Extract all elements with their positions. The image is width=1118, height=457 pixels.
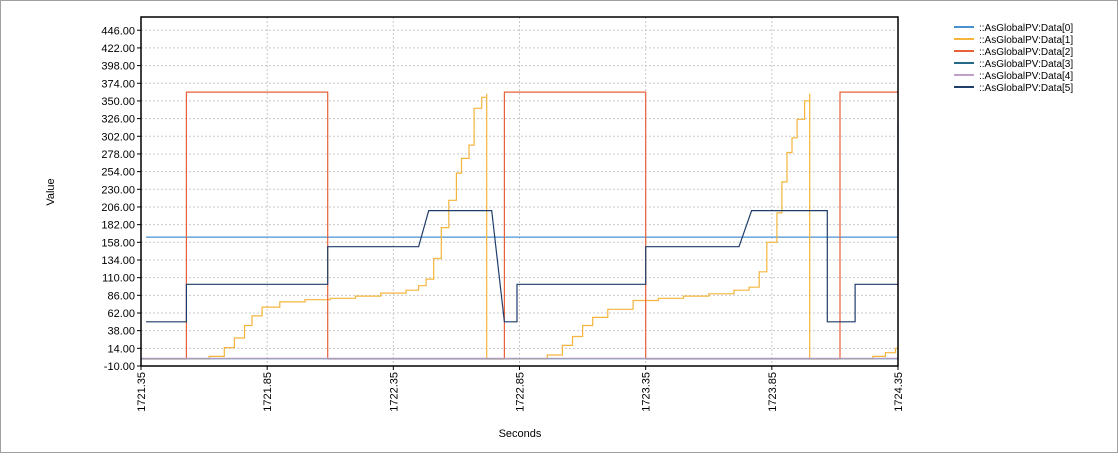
x-axis-label: Seconds — [499, 428, 542, 440]
y-tick-label: 182.00 — [101, 220, 135, 232]
y-tick-label: 14.00 — [107, 343, 135, 355]
series-line-1 — [141, 93, 899, 360]
legend-entry: ::AsGlobalPV:Data[0] — [979, 23, 1073, 34]
y-tick-label: 278.00 — [101, 149, 135, 161]
x-tick-label: 1721.85 — [262, 372, 274, 412]
y-tick-label: 86.00 — [107, 290, 135, 302]
legend-entry: ::AsGlobalPV:Data[4] — [979, 71, 1073, 82]
y-tick-label: 38.00 — [107, 326, 135, 338]
x-tick-label: 1722.35 — [388, 372, 400, 412]
y-tick-label: 446.00 — [101, 25, 135, 37]
legend-entry: ::AsGlobalPV:Data[3] — [979, 59, 1073, 70]
y-tick-label: 302.00 — [101, 131, 135, 143]
x-tick-label: 1721.35 — [136, 372, 148, 412]
y-tick-label: 398.00 — [101, 61, 135, 73]
series-line-0 — [146, 121, 899, 238]
legend-entry: ::AsGlobalPV:Data[5] — [979, 83, 1073, 94]
y-tick-label: 206.00 — [101, 202, 135, 214]
y-tick-label: 110.00 — [102, 273, 135, 285]
y-tick-label: -10.00 — [104, 361, 135, 373]
legend: ::AsGlobalPV:Data[0]::AsGlobalPV:Data[1]… — [954, 23, 1073, 94]
x-tick-label: 1723.85 — [767, 372, 779, 412]
y-tick-label: 62.00 — [107, 308, 135, 320]
y-tick-label: 374.00 — [101, 78, 135, 90]
y-tick-label: 134.00 — [101, 255, 135, 267]
y-tick-label: 254.00 — [101, 167, 135, 179]
x-tick-label: 1724.35 — [893, 372, 905, 412]
legend-entry: ::AsGlobalPV:Data[2] — [979, 47, 1073, 58]
legend-entry: ::AsGlobalPV:Data[1] — [979, 35, 1073, 46]
y-tick-label: 326.00 — [101, 114, 135, 126]
grid-lines — [140, 17, 899, 367]
series-line-2 — [141, 91, 898, 360]
y-axis-label: Value — [45, 178, 57, 205]
x-tick-label: 1723.35 — [641, 372, 653, 412]
y-tick-label: 158.00 — [101, 237, 135, 249]
x-axis-ticks: 1721.35 1721.85 1722.35 1722.85 1723.35 1723.… — [136, 366, 905, 412]
y-tick-label: 350.00 — [101, 96, 135, 108]
series-line-5 — [146, 210, 898, 323]
y-tick-label: 422.00 — [101, 43, 135, 55]
x-tick-label: 1722.85 — [515, 372, 527, 412]
y-axis-ticks: -10.00 14.00 38.00 62.00 86.00 110.00 134.00 15… — [101, 25, 141, 373]
y-tick-label: 230.00 — [101, 184, 135, 196]
